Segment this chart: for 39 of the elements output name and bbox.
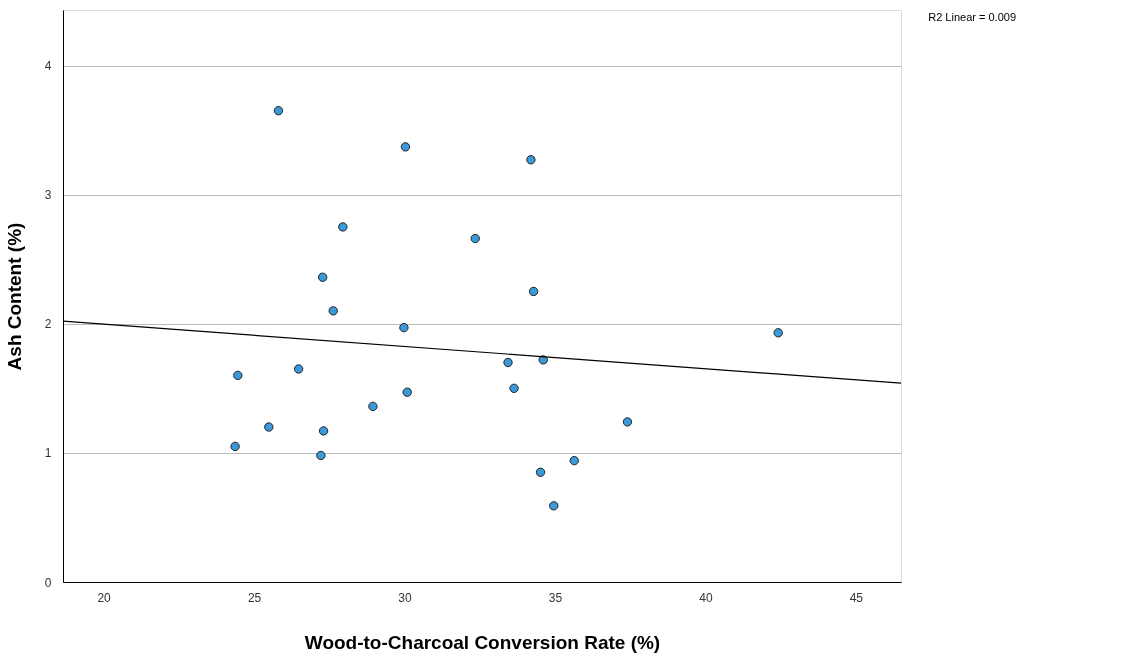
x-tick-label: 25 (247, 590, 262, 605)
point (293, 364, 304, 374)
point (538, 355, 548, 365)
point (328, 306, 338, 316)
x-tick-label: 30 (398, 590, 413, 605)
point (528, 286, 539, 297)
point (549, 501, 559, 511)
y-tick-label: 3 (44, 188, 52, 203)
x-tick-label: 40 (699, 590, 713, 605)
point (318, 426, 329, 436)
point (402, 387, 412, 397)
point (773, 328, 783, 338)
point (503, 357, 513, 368)
x-tick-label: 20 (97, 590, 112, 605)
point (317, 272, 328, 282)
point (273, 106, 284, 116)
x-tick-label: 35 (548, 590, 563, 605)
y-tick-label: 0 (44, 575, 52, 590)
x-tick-label: 45 (849, 590, 864, 605)
point (233, 370, 243, 381)
point (399, 322, 409, 333)
point (230, 441, 240, 452)
point (264, 422, 274, 432)
point (400, 142, 411, 152)
y-tick-label: 4 (44, 59, 52, 74)
point (470, 233, 480, 244)
point (316, 450, 326, 461)
point (622, 417, 633, 427)
point (509, 383, 519, 393)
point (535, 467, 546, 477)
point (569, 455, 579, 466)
point (526, 155, 536, 165)
y-tick-label: 2 (44, 317, 52, 332)
x-axis-title: Wood-to-Charcoal Conversion Rate (%) (304, 631, 661, 653)
y-tick-label: 1 (44, 446, 52, 461)
text: R2 Linear = 0.009 (928, 11, 1016, 23)
point (338, 222, 348, 232)
point (368, 401, 378, 412)
y-axis-title: Ash Content (%) (3, 222, 25, 371)
